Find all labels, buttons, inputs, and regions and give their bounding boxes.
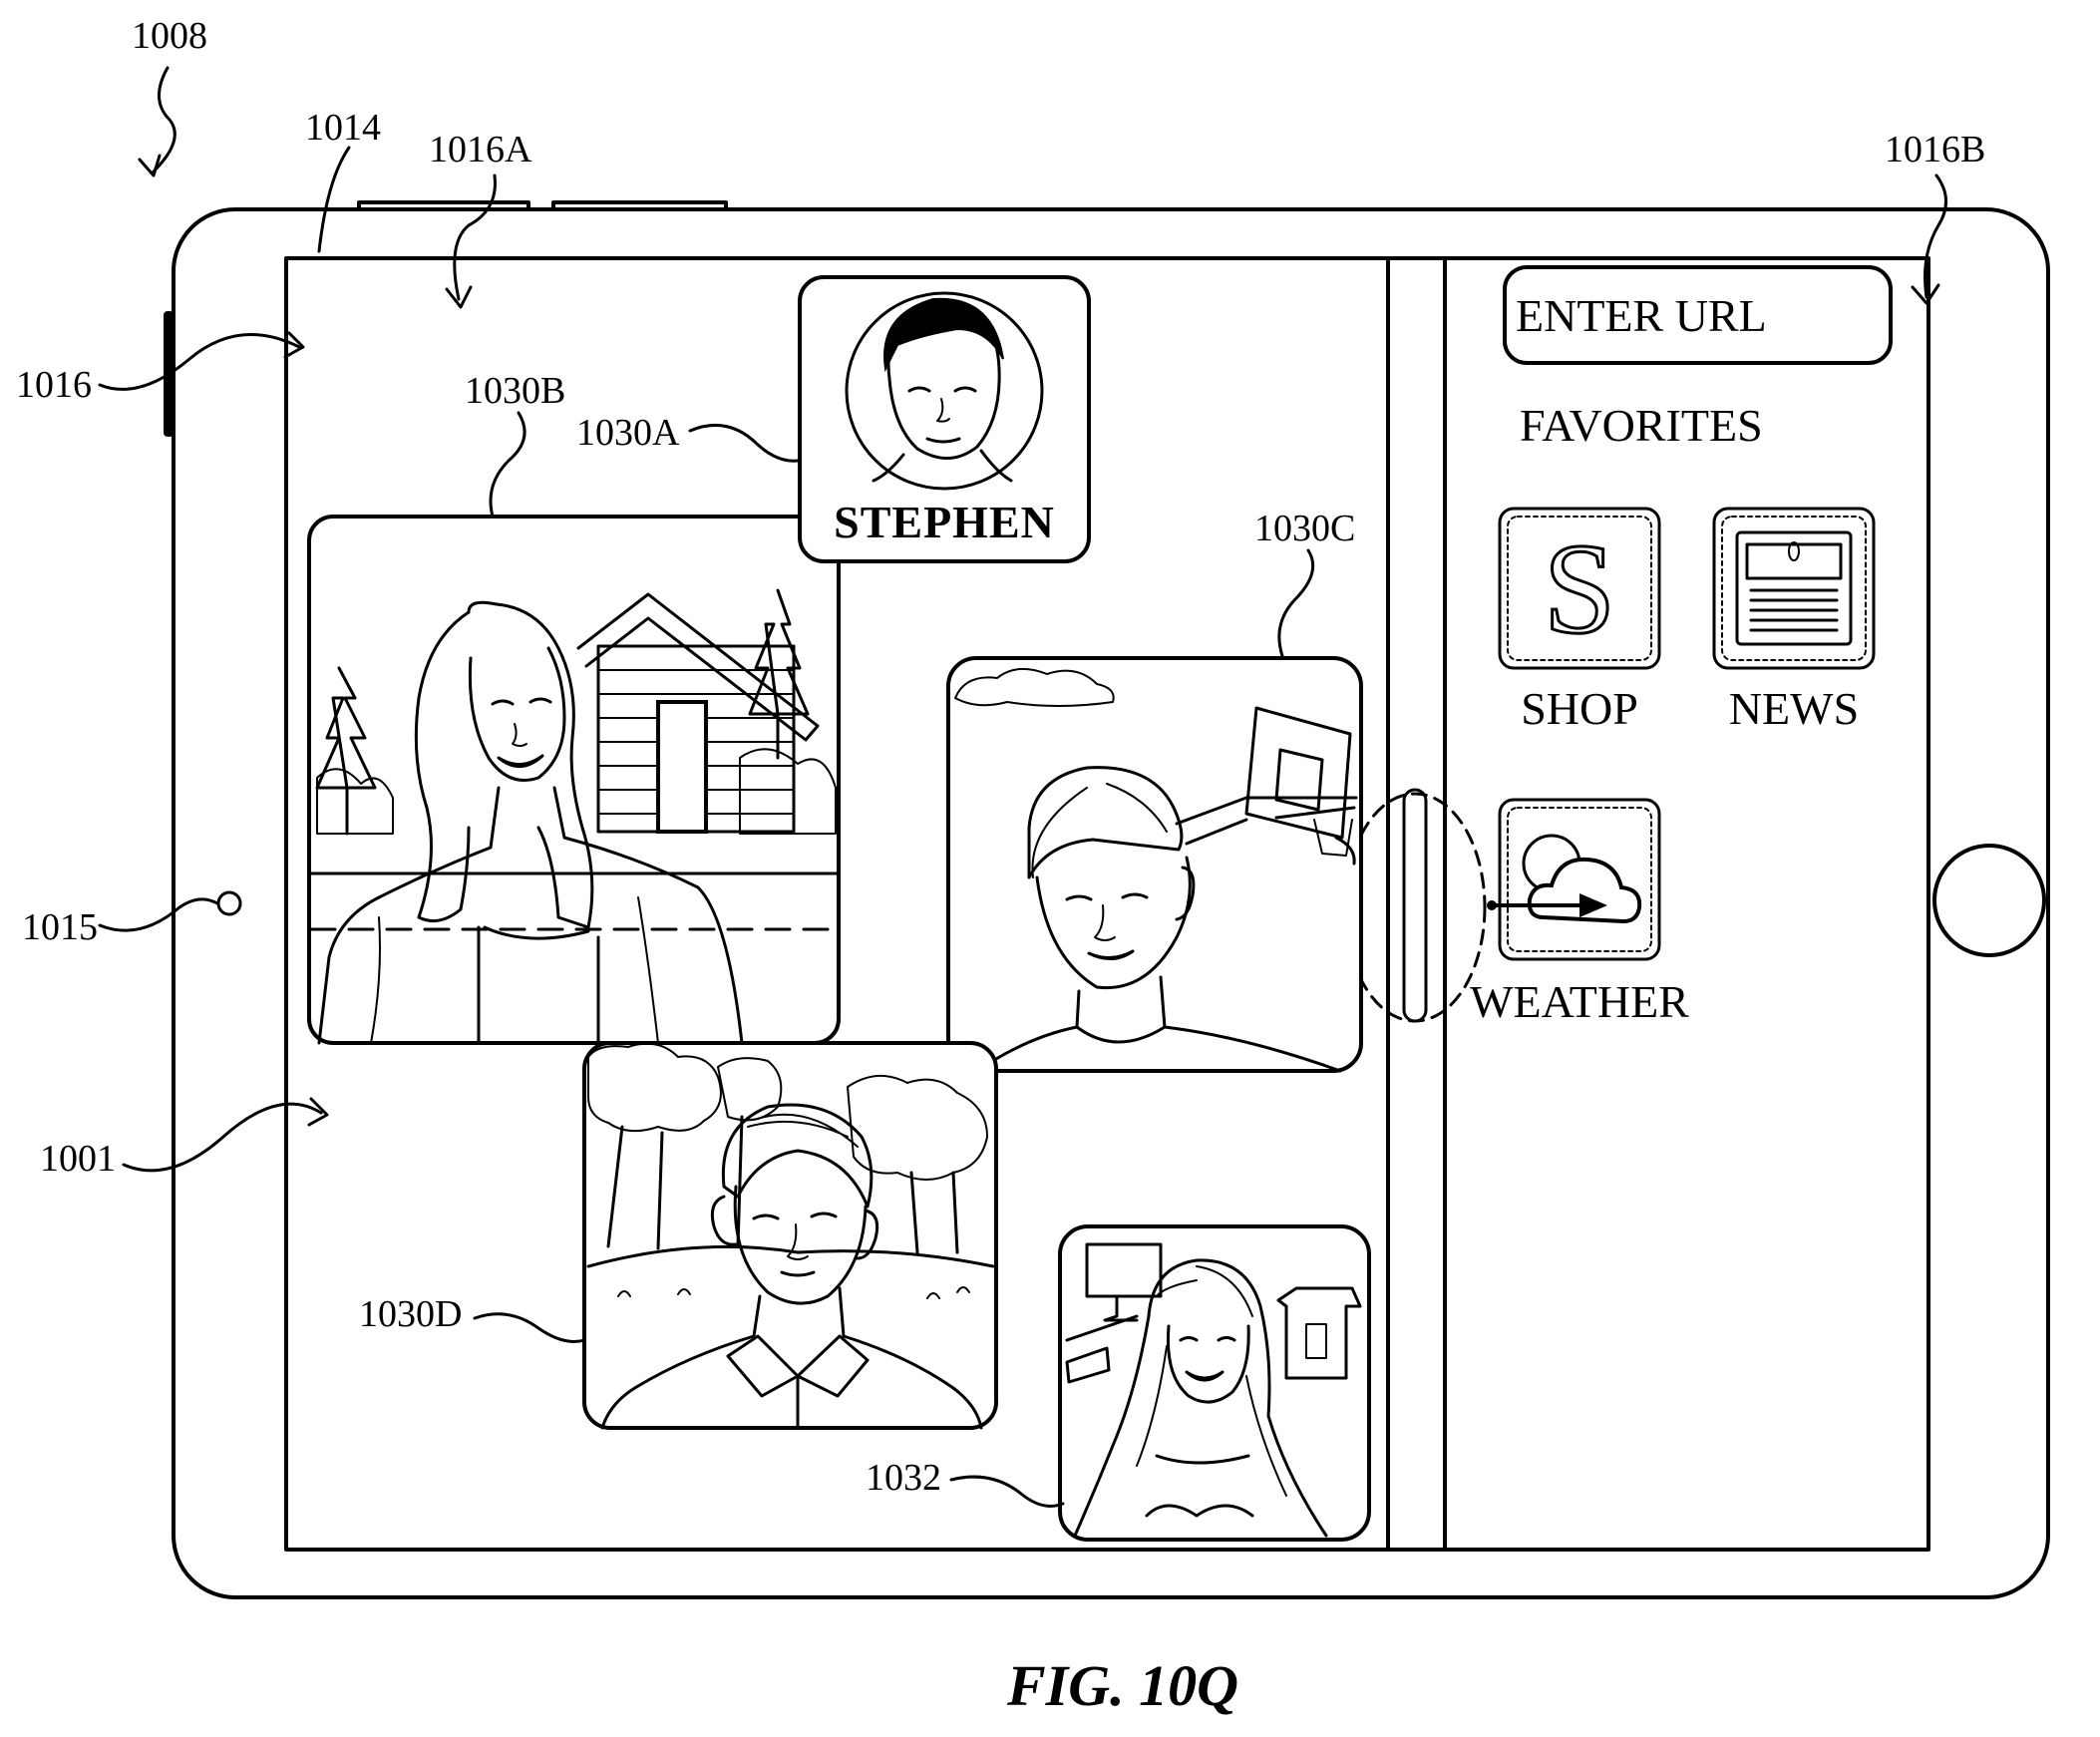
video-call-app: STEPHEN (309, 277, 1369, 1540)
favorite-news-label: NEWS (1729, 683, 1859, 734)
ref-1032: 1032 (866, 1457, 941, 1499)
ref-1030a: 1030A (576, 412, 680, 454)
ref-1015: 1015 (22, 906, 98, 948)
ref-1014: 1014 (305, 107, 381, 149)
shop-s-icon: S (1544, 518, 1615, 661)
participant-tile-1030c[interactable] (948, 658, 1361, 1071)
participant-tile-1030d[interactable] (584, 1043, 996, 1428)
self-view-tile-1032[interactable] (1060, 1226, 1369, 1540)
favorites-heading: FAVORITES (1520, 400, 1763, 451)
participant-tile-1030b[interactable] (309, 517, 839, 1043)
touch-contact-indicator (1345, 794, 1485, 1021)
figure-caption: FIG. 10Q (1006, 1653, 1238, 1718)
browser-app: ENTER URL FAVORITES S SHOP NEWS (1470, 267, 1891, 1027)
home-button[interactable] (1934, 846, 2044, 955)
favorite-shop[interactable]: S SHOP (1500, 509, 1659, 734)
ref-1030d: 1030D (359, 1293, 462, 1335)
ref-1008: 1008 (132, 15, 207, 57)
ref-1030b: 1030B (465, 370, 565, 412)
ref-1016: 1016 (16, 364, 92, 406)
ref-1016b: 1016B (1885, 129, 1985, 171)
favorite-news[interactable]: NEWS (1714, 509, 1874, 734)
favorite-shop-label: SHOP (1521, 683, 1638, 734)
newspaper-icon (1737, 532, 1851, 644)
ref-1030c: 1030C (1254, 508, 1355, 549)
participant-name: STEPHEN (834, 497, 1055, 547)
favorite-weather-label: WEATHER (1470, 976, 1689, 1027)
divider-handle[interactable] (1404, 790, 1426, 1021)
ref-1001: 1001 (40, 1138, 116, 1180)
url-field-placeholder: ENTER URL (1516, 290, 1767, 341)
participant-tile-1030a[interactable]: STEPHEN (800, 277, 1089, 561)
camera-icon (218, 892, 240, 914)
ref-1016a: 1016A (429, 129, 532, 171)
